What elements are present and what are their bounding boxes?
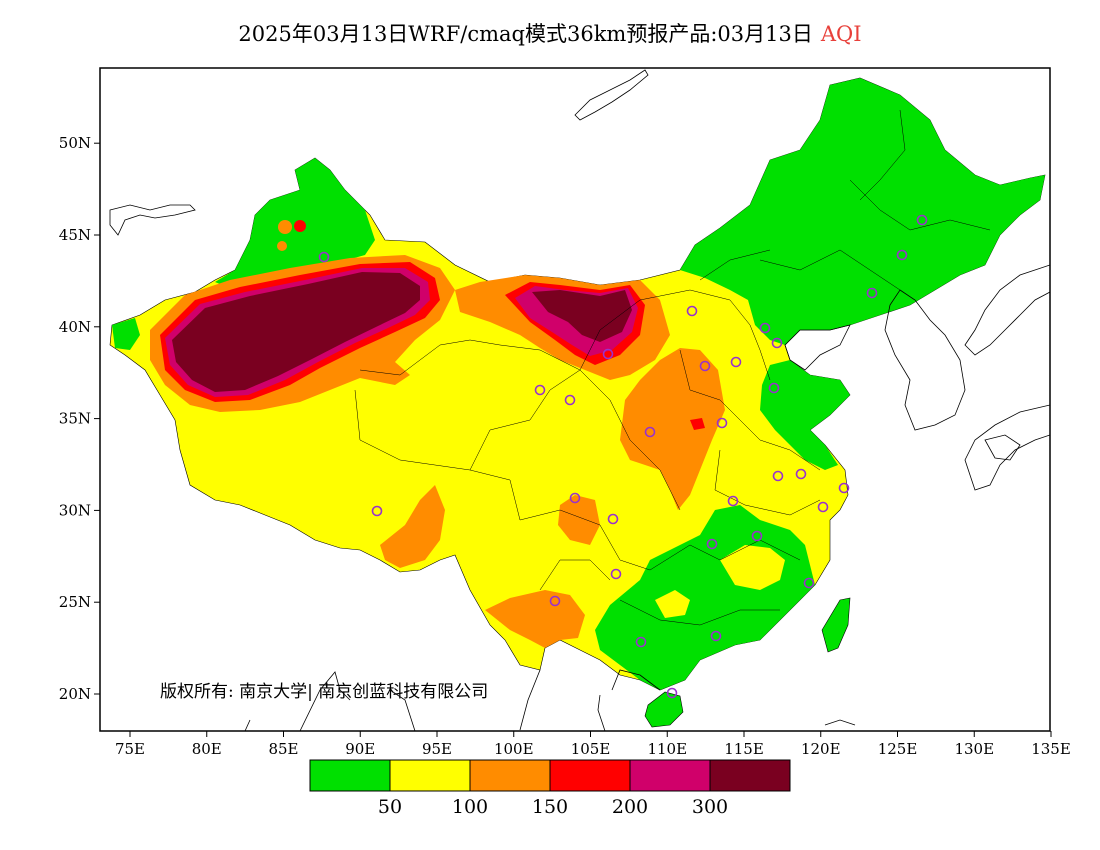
title-main: 2025年03月13日WRF/cmaq模式36km预报产品:03月13日 [238,22,813,46]
lon-tick-label: 95E [422,740,452,758]
colorbar-swatch [709,759,791,792]
circle-icon [699,360,711,372]
circle-icon [644,426,656,438]
lon-tick-label: 125E [878,740,918,758]
circle-icon [607,513,619,525]
colorbar-label: 200 [612,796,648,818]
colorbar-label: 50 [378,796,402,818]
lon-tick-label: 90E [345,740,375,758]
circle-icon [771,337,783,349]
coastlines [109,69,1050,731]
circle-icon [686,305,698,317]
taiwan-island [821,597,851,653]
yunnan-orange [485,590,585,648]
yellow-south-patch-2 [655,590,690,618]
tibet-orange [380,485,445,568]
lat-tick-label: 25N [59,593,91,611]
circle-icon [564,394,576,406]
lon-tick-label: 75E [115,740,145,758]
lat-tick-label: 35N [59,410,91,428]
circle-icon [803,577,815,589]
colorbar-swatch [549,759,631,792]
sichuan-orange [558,495,600,545]
colorbar-swatch [389,759,471,792]
colorbar-label: 100 [452,796,488,818]
lon-tick-label: 80E [192,740,222,758]
circle-icon [817,501,829,513]
copyright-text: 版权所有: 南京大学| 南京创蓝科技有限公司 [160,682,488,702]
central-red-spot [690,418,705,430]
tarim-maroon [172,272,420,392]
colorbar-label: 150 [532,796,568,818]
province-borders [354,109,991,626]
circle-icon [916,214,928,226]
northwest-hotspot-1 [278,220,292,234]
title-variable: AQI [820,22,862,46]
green-east-coast [760,360,850,470]
circle-icon [751,530,763,542]
lat-tick-label: 30N [59,501,91,519]
lon-tick-label: 135E [1031,740,1071,758]
monitoring-stations [318,214,928,699]
mongolia-maroon [532,290,632,342]
latitude-axis: 20N 25N 30N 35N 40N 45N 50N [59,134,100,703]
lat-tick-label: 40N [59,318,91,336]
longitude-axis: 75E 80E 85E 90E 95E 100E 105E 110E 115E 120E 125E 1… [115,731,1071,758]
circle-icon [710,630,722,642]
lat-tick-label: 50N [59,134,91,152]
lat-tick-label: 20N [59,685,91,703]
circle-icon [896,249,908,261]
northwest-hotspot-2 [294,220,306,232]
circle-icon [602,348,614,360]
hainan-island [644,691,684,728]
lon-tick-label: 120E [801,740,841,758]
circle-icon [706,538,718,550]
circle-icon [866,287,878,299]
lon-tick-label: 130E [954,740,994,758]
lon-tick-label: 100E [494,740,534,758]
circle-icon [534,384,546,396]
map-content: 版权所有: 南京大学| 南京创蓝科技有限公司 [109,69,1050,731]
circle-icon [768,382,780,394]
northwest-hotspot-3 [277,241,287,251]
circle-icon [838,482,850,494]
colorbar-swatch [469,759,551,792]
green-northeast [680,78,1045,345]
circle-icon [795,468,807,480]
lon-tick-label: 85E [268,740,298,758]
colorbar-swatch [629,759,711,792]
lon-tick-label: 110E [647,740,687,758]
circle-icon [610,568,622,580]
green-west-patch [112,318,140,350]
map-frame [99,67,1051,732]
yellow-south-patch-1 [720,545,785,590]
aqi-colorbar: 50 100 150 200 300 [309,759,791,818]
colorbar-swatch [309,759,391,792]
circle-icon [635,636,647,648]
lon-tick-label: 115E [724,740,764,758]
circle-icon [727,495,739,507]
circle-icon [666,687,678,699]
lon-tick-label: 105E [571,740,611,758]
circle-icon [730,356,742,368]
circle-icon [371,505,383,517]
circle-icon [318,251,330,263]
colorbar-label: 300 [692,796,728,818]
lat-tick-label: 45N [59,226,91,244]
circle-icon [569,492,581,504]
circle-icon [549,595,561,607]
circle-icon [759,322,771,334]
central-orange [620,348,725,510]
map-title: 2025年03月13日WRF/cmaq模式36km预报产品:03月13日 AQI [0,18,1100,48]
circle-icon [716,417,728,429]
circle-icon [772,470,784,482]
